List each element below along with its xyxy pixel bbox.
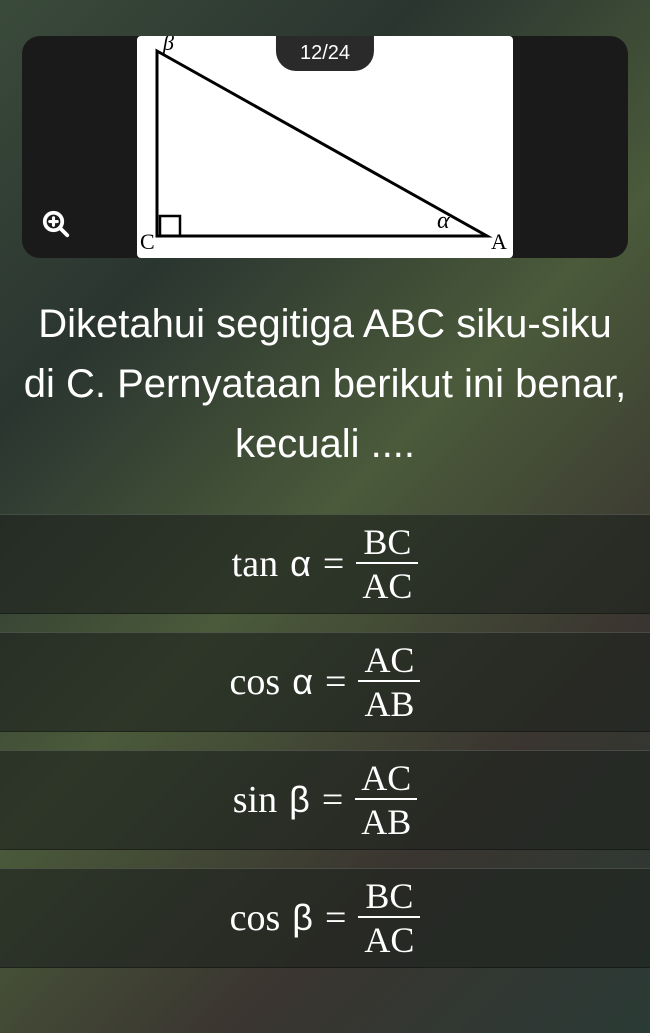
answer-option-4[interactable]: cos β = BC AC <box>0 868 650 968</box>
trig-function: tan <box>232 542 278 586</box>
fraction: BC AC <box>356 524 418 604</box>
progress-text: 12/24 <box>300 42 350 64</box>
fraction: AC AB <box>355 760 417 840</box>
math-expression: cos β = BC AC <box>230 878 421 958</box>
fraction: BC AC <box>358 878 420 958</box>
numerator: BC <box>357 524 417 562</box>
trig-function: sin <box>233 778 277 822</box>
answer-option-3[interactable]: sin β = AC AB <box>0 750 650 850</box>
trig-variable: α <box>290 543 311 585</box>
trig-variable: β <box>292 897 313 939</box>
math-expression: cos α = AC AB <box>230 642 421 722</box>
numerator: AC <box>358 642 420 680</box>
equals-sign: = <box>323 542 344 586</box>
denominator: AB <box>355 798 417 840</box>
denominator: AC <box>356 562 418 604</box>
trig-variable: β <box>289 779 310 821</box>
zoom-button[interactable] <box>32 200 80 248</box>
equals-sign: = <box>325 660 346 704</box>
progress-indicator: 12/24 <box>276 36 374 71</box>
numerator: BC <box>359 878 419 916</box>
math-expression: sin β = AC AB <box>233 760 418 840</box>
trig-variable: α <box>292 661 313 703</box>
svg-text:C: C <box>140 229 155 254</box>
trig-function: cos <box>230 896 281 940</box>
numerator: AC <box>355 760 417 798</box>
answer-option-1[interactable]: tan α = BC AC <box>0 514 650 614</box>
equals-sign: = <box>322 778 343 822</box>
answer-option-2[interactable]: cos α = AC AB <box>0 632 650 732</box>
zoom-in-icon <box>41 209 71 239</box>
fraction: AC AB <box>358 642 420 722</box>
svg-text:β: β <box>162 36 174 55</box>
svg-text:α: α <box>437 208 450 234</box>
trig-function: cos <box>230 660 281 704</box>
denominator: AC <box>358 916 420 958</box>
svg-text:A: A <box>491 229 507 254</box>
question-text: Diketahui segitiga ABC siku-siku di C. P… <box>20 294 630 474</box>
equals-sign: = <box>325 896 346 940</box>
denominator: AB <box>358 680 420 722</box>
math-expression: tan α = BC AC <box>232 524 419 604</box>
